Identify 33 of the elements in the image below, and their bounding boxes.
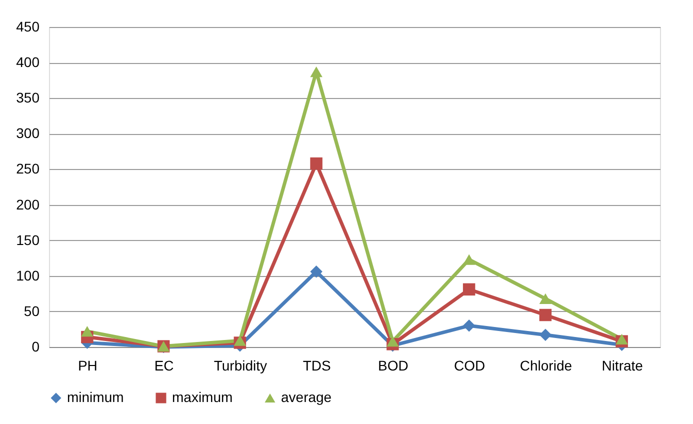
x-tick-label: Nitrate (602, 358, 644, 374)
legend-label: minimum (67, 389, 124, 405)
point (462, 254, 476, 265)
x-tick-label: COD (454, 358, 486, 374)
y-tick-label: 250 (16, 160, 40, 177)
x-tick-label: Chloride (520, 358, 572, 374)
point (539, 328, 552, 342)
point (81, 326, 94, 337)
point (310, 266, 322, 278)
point (386, 336, 399, 347)
point (616, 334, 628, 344)
x-tick-label: EC (154, 358, 174, 374)
point (539, 293, 552, 304)
y-tick-label: 200 (16, 196, 40, 212)
y-tick-label: 450 (16, 18, 40, 34)
x-tick-label: TDS (302, 358, 331, 374)
point (539, 308, 552, 322)
x-tick-label: BOD (378, 358, 408, 374)
y-tick-label: 50 (24, 302, 40, 319)
point (310, 66, 322, 78)
y-tick-label: 350 (16, 90, 40, 106)
y-tick-label: 300 (16, 125, 40, 142)
y-tick-label: 100 (16, 267, 40, 284)
x-tick-label: Turbidity (214, 358, 268, 374)
legend-label: average (281, 389, 332, 405)
legend-label: maximum (172, 389, 233, 405)
y-tick-label: 150 (16, 232, 40, 248)
x-tick-label: PH (78, 358, 98, 374)
y-tick-label: 0 (32, 338, 40, 354)
point (462, 283, 476, 296)
y-tick-label: 400 (16, 54, 40, 70)
point (310, 157, 322, 170)
point (462, 320, 476, 332)
